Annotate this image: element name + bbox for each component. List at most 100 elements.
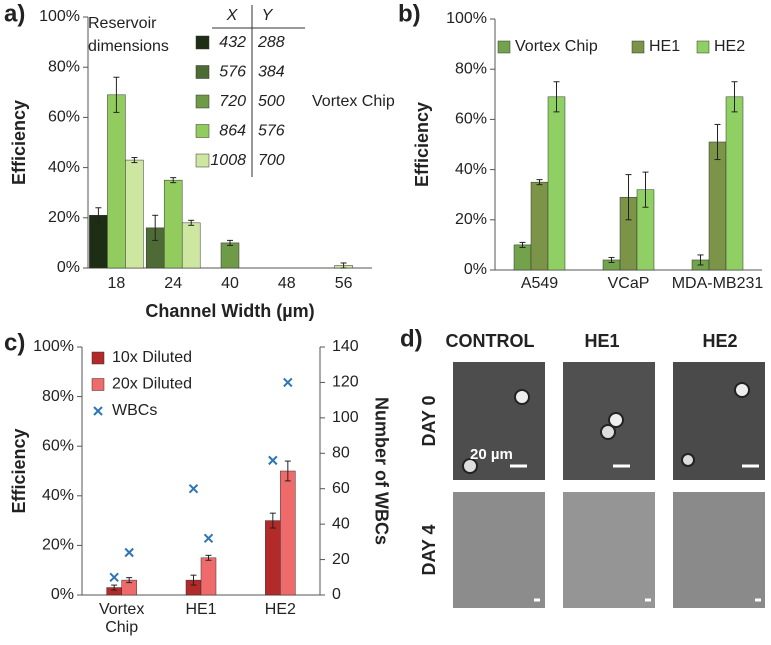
error-bar [625,174,632,221]
scatter-point [124,547,134,558]
legend-label: 20x Diluted [112,376,192,393]
legend-swatch [631,40,645,54]
error-bar [269,512,276,529]
y-tick-label: 0% [464,261,487,278]
error-bar [553,81,560,113]
legend-swatch [195,35,210,50]
legend-label: WBCs [112,402,157,419]
legend-header: X [226,7,239,24]
legend-label: 700 [258,152,285,169]
x-tick-label: 18 [108,275,126,292]
y-tick-label: 40% [455,161,487,178]
error-bar [111,584,118,591]
y2-tick-label: 20 [332,551,350,568]
error-bar [697,254,704,266]
bar [725,96,744,271]
legend-marker [93,406,103,416]
micrographs [453,362,765,608]
column-header: HE1 [584,331,619,351]
legend-title: Reservoir dimensions [88,15,169,55]
bar [125,159,144,269]
legend-label: HE2 [714,38,745,55]
x-tick-label: 40 [221,275,239,292]
x-tick-label: A549 [521,275,558,292]
y-tick-label: 80% [48,58,80,75]
legend-swatch [696,40,710,54]
error-bar [131,157,138,164]
y-tick-label: 80% [455,60,487,77]
panel-label: a) [4,0,25,27]
x-tick-label: HE2 [264,601,296,618]
bar [513,244,532,271]
bar [200,557,217,596]
scatter-point [283,377,293,388]
bar [163,179,183,269]
error-bar [536,179,543,186]
error-bar [188,219,195,226]
x-axis-title: Channel Width (µm) [145,301,314,321]
y-tick-label: 40% [42,487,74,504]
image [673,492,765,608]
legend-note: Vortex Chip [312,93,395,110]
legend-swatch [91,351,105,365]
legend-label: 432 [219,34,246,51]
legend-swatch [91,378,105,391]
bar [265,520,281,596]
x-tick-label: 48 [278,275,296,292]
y2-tick-label: 80 [332,445,350,462]
y-axis-title: Efficiency [9,100,29,185]
scale-label: 20 µm [470,446,513,463]
legend-swatch [195,65,210,79]
y-axis-title: Efficiency [9,428,29,513]
y2-axis-title: Number of WBCs [371,397,391,545]
error-bar [608,256,615,263]
legend-label: 576 [219,64,246,81]
x-tick-label: MDA-MB231 [672,275,764,292]
panel-label: c) [4,329,25,356]
y-axis-title: Efficiency [412,102,432,187]
error-bar [340,262,347,269]
legend-label: 720 [219,93,246,110]
scatter-point [188,484,199,494]
cell [462,458,478,474]
legend-label: Vortex Chip [515,38,598,55]
legend-label: 288 [257,34,285,51]
error-bar [519,241,526,248]
bar [220,242,240,269]
legend-swatch [195,94,210,109]
scatter-point [268,455,278,466]
error-bar [190,574,197,586]
y-tick-label: 60% [48,109,80,126]
legend-swatch [195,153,210,168]
y-tick-label: 20% [455,211,487,228]
legend-label: 384 [258,64,285,81]
x-tick-label: 24 [164,275,182,292]
error-bar [227,239,233,246]
legend-label: 1008 [210,152,246,169]
bar [547,96,566,271]
y2-tick-label: 60 [332,480,350,497]
legend-swatch [195,124,210,138]
legend-header: Y [262,7,274,24]
scatter-point [203,533,214,544]
x-tick-label: 56 [335,275,353,292]
y-tick-label: 0% [57,259,80,276]
panel-label: b) [398,0,421,27]
bar [708,141,727,271]
column-header: HE2 [702,331,737,351]
bar [530,181,549,271]
x-tick-label: VCaP [608,275,650,292]
y2-tick-label: 100 [332,409,359,426]
bar [181,222,201,269]
error-bar [205,554,212,561]
row-header: DAY 0 [419,395,439,446]
error-bar [170,177,177,184]
y-tick-label: 100% [39,8,80,25]
y-tick-label: 100% [446,10,487,27]
error-bar [152,214,159,241]
bar [280,470,296,596]
x-tick-label: HE1 [185,601,217,618]
y-tick-label: 0% [51,586,74,603]
y-tick-label: 40% [48,159,80,176]
